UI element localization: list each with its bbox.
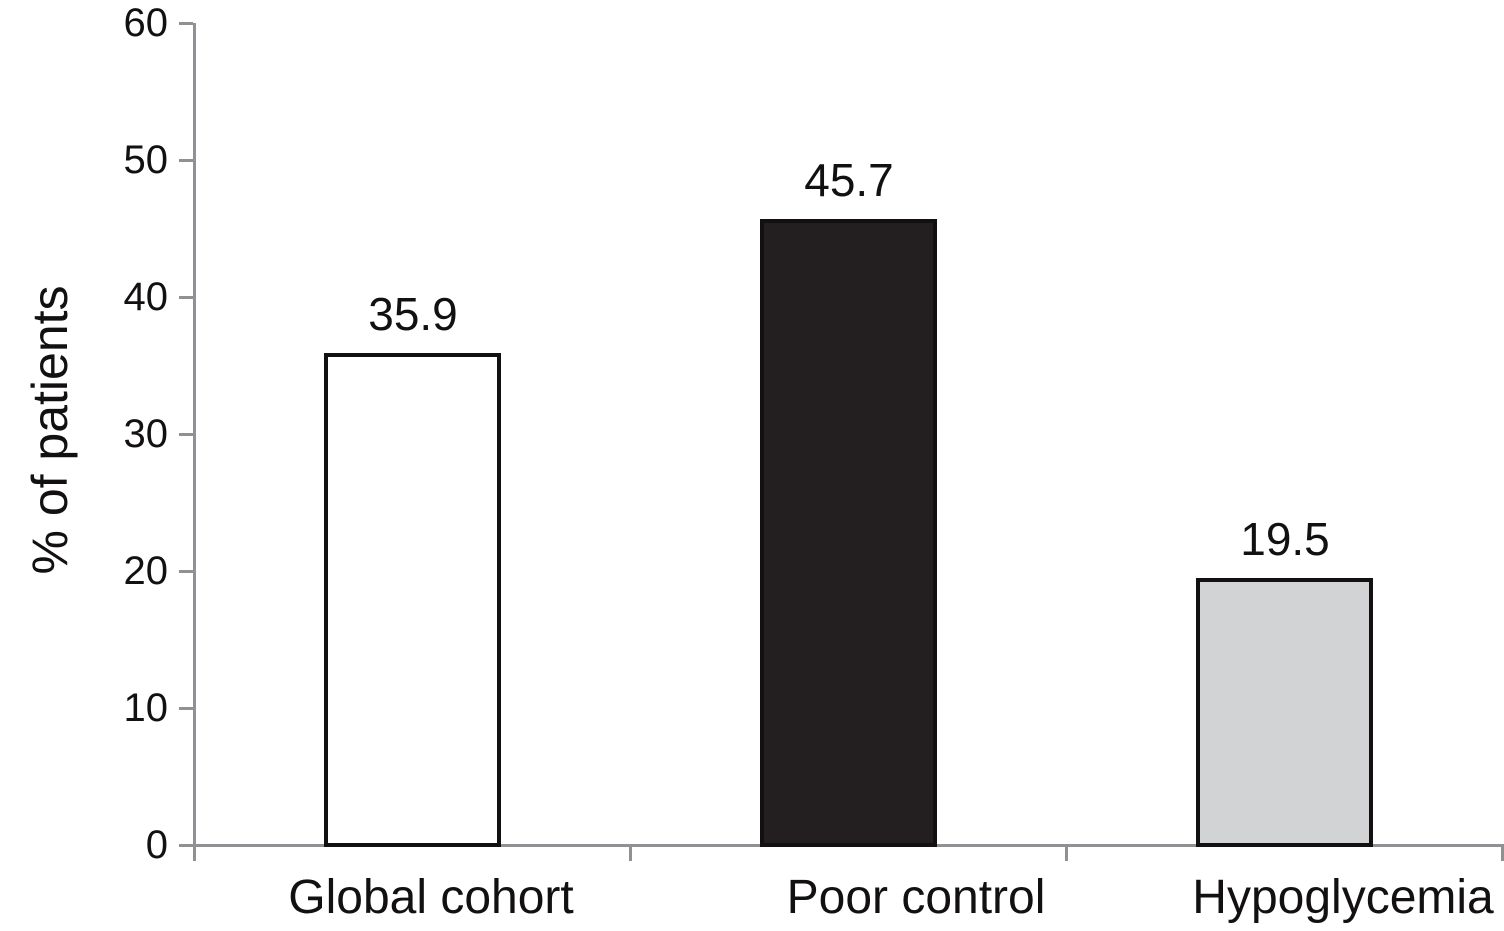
- bar-global-cohort: [324, 353, 501, 847]
- x-tick: [629, 845, 632, 861]
- y-tick: [179, 433, 193, 436]
- y-tick: [179, 22, 193, 25]
- y-tick: [179, 844, 193, 847]
- y-tick-label: 20: [123, 549, 169, 593]
- x-tick: [1501, 845, 1504, 861]
- bar-value-label-poor-control: 45.7: [804, 154, 894, 206]
- y-tick: [179, 296, 193, 299]
- y-tick-label: 50: [123, 138, 169, 182]
- x-tick: [1065, 845, 1068, 861]
- y-axis-line: [193, 23, 196, 861]
- y-tick-label: 0: [145, 823, 168, 867]
- x-category-label-hypoglycemia: Hypoglycemia: [1192, 871, 1494, 924]
- bar-hypoglycemia: [1196, 578, 1373, 847]
- bar-value-label-hypoglycemia: 19.5: [1240, 513, 1330, 565]
- y-tick-label: 30: [123, 412, 169, 456]
- x-category-label-global-cohort: Global cohort: [288, 871, 574, 924]
- bar-poor-control: [760, 219, 937, 847]
- x-category-label-poor-control: Poor control: [786, 871, 1046, 924]
- y-tick-label: 60: [123, 1, 169, 45]
- y-tick: [179, 707, 193, 710]
- y-tick: [179, 570, 193, 573]
- bar-value-label-global-cohort: 35.9: [368, 288, 458, 340]
- y-tick: [179, 159, 193, 162]
- y-tick-label: 40: [123, 275, 169, 319]
- y-tick-label: 10: [123, 686, 169, 730]
